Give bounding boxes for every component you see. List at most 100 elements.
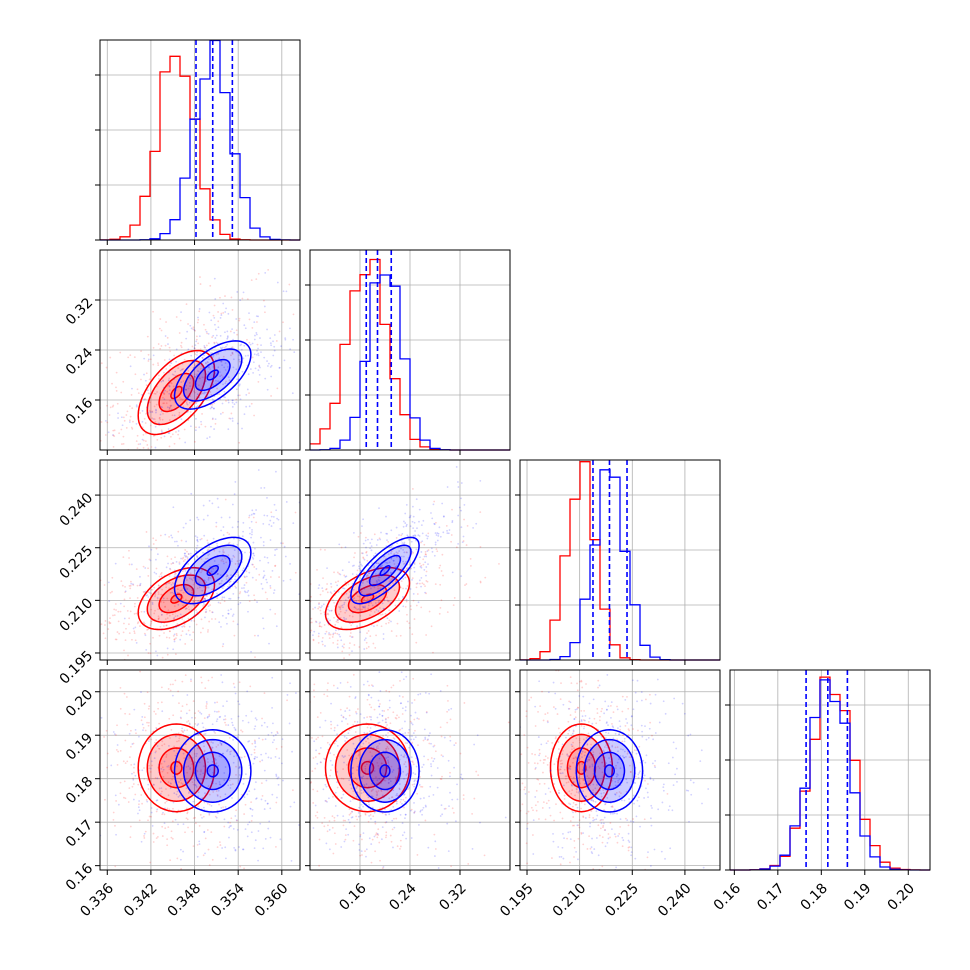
red-point-1-0-353	[145, 384, 148, 386]
red-point-3-2-308	[611, 744, 614, 747]
blue-point-3-1-231	[400, 798, 403, 801]
red-point-1-0-262	[168, 346, 171, 349]
red-point-3-2-144	[532, 809, 534, 812]
blue-point-3-1-112	[430, 774, 433, 777]
blue-point-2-0-164	[215, 521, 218, 524]
blue-point-1-0-303	[300, 285, 302, 287]
red-point-3-2-71	[582, 779, 585, 781]
red-point-1-0-189	[238, 441, 241, 444]
blue-point-2-0-252	[225, 578, 228, 581]
blue-point-2-0-73	[266, 496, 268, 499]
blue-point-3-2-108	[585, 769, 588, 772]
red-point-2-1-102	[367, 630, 370, 632]
red-point-3-2-261	[536, 778, 539, 781]
red-point-3-1-48	[292, 744, 294, 746]
blue-point-2-0-26	[180, 594, 183, 597]
red-point-3-0-206	[170, 830, 173, 833]
blue-point-3-2-156	[581, 750, 584, 753]
red-point-3-0-224	[147, 721, 150, 724]
red-point-2-0-49	[142, 565, 145, 568]
red-point-1-0-70	[185, 402, 188, 405]
blue-point-1-0-355	[193, 347, 196, 350]
blue-point-2-1-205	[406, 551, 408, 554]
red-point-2-1-233	[310, 621, 313, 624]
red-point-1-0-309	[80, 469, 82, 471]
red-point-2-1-327	[439, 583, 442, 586]
blue-point-3-1-347	[441, 813, 444, 816]
blue-point-2-1-200	[340, 639, 343, 642]
blue-point-1-0-56	[273, 349, 276, 352]
red-point-2-1-307	[374, 646, 377, 649]
red-point-3-2-154	[578, 739, 581, 742]
blue-point-2-1-305	[363, 587, 366, 590]
blue-point-3-0-339	[163, 822, 166, 825]
red-point-2-1-367	[416, 593, 419, 595]
red-point-3-2-283	[589, 847, 592, 850]
blue-point-1-0-274	[208, 366, 211, 368]
blue-point-3-2-9	[626, 781, 629, 784]
red-point-3-0-108	[208, 713, 211, 716]
red-point-2-1-236	[314, 620, 317, 623]
blue-point-2-0-27	[198, 586, 201, 589]
blue-point-2-0-52	[262, 617, 264, 620]
blue-point-3-1-147	[371, 782, 373, 785]
blue-point-3-0-209	[198, 761, 201, 764]
red-point-1-0-296	[149, 424, 152, 427]
red-point-2-1-35	[393, 589, 396, 592]
blue-point-1-0-210	[311, 328, 313, 330]
red-point-2-0-85	[123, 605, 126, 608]
red-point-1-0-35	[111, 382, 113, 385]
red-point-1-0-345	[165, 402, 168, 405]
blue-point-1-0-158	[245, 393, 248, 396]
red-point-3-1-50	[376, 762, 379, 764]
red-point-3-0-131	[193, 752, 196, 755]
red-point-3-0-296	[205, 707, 208, 709]
red-point-3-1-62	[259, 817, 261, 819]
blue-point-2-0-230	[188, 577, 191, 580]
blue-point-3-1-180	[324, 799, 327, 802]
red-point-2-0-25	[153, 586, 156, 589]
red-point-3-0-164	[147, 724, 150, 727]
blue-point-2-1-267	[415, 539, 417, 542]
blue-point-2-0-82	[238, 559, 241, 562]
red-point-2-0-207	[202, 627, 204, 630]
red-point-3-0-314	[194, 822, 197, 825]
blue-point-2-1-123	[457, 486, 460, 488]
red-point-2-1-348	[320, 683, 322, 685]
blue-point-2-1-165	[436, 532, 439, 534]
blue-point-3-0-139	[269, 807, 272, 810]
blue-point-1-0-373	[170, 404, 173, 407]
blue-point-1-0-46	[121, 424, 124, 427]
red-point-2-0-222	[207, 576, 210, 579]
red-point-2-0-395	[135, 612, 138, 615]
blue-point-2-1-386	[458, 506, 461, 509]
blue-point-2-0-402	[175, 540, 178, 543]
red-point-1-0-291	[222, 311, 225, 314]
red-point-3-1-51	[379, 703, 381, 705]
blue-point-1-0-29	[154, 446, 157, 449]
blue-point-1-0-5	[170, 397, 173, 400]
red-point-2-1-283	[303, 625, 305, 627]
red-point-3-2-145	[580, 679, 583, 682]
blue-point-2-1-197	[327, 622, 330, 625]
red-point-2-1-247	[336, 639, 339, 642]
red-point-1-0-256	[257, 272, 260, 275]
blue-point-3-2-152	[582, 832, 584, 834]
blue-point-3-0-24	[211, 746, 213, 749]
blue-point-3-0-4	[290, 859, 293, 862]
red-point-1-0-89	[147, 360, 150, 362]
blue-point-3-0-115	[218, 755, 221, 757]
blue-point-3-0-385	[241, 719, 244, 722]
blue-point-1-0-313	[214, 328, 217, 331]
red-point-3-1-249	[330, 723, 333, 726]
blue-point-2-1-353	[401, 532, 404, 535]
red-point-1-0-85	[256, 321, 258, 323]
red-point-2-0-388	[206, 586, 208, 589]
red-point-1-0-374	[158, 464, 160, 466]
red-point-3-1-167	[440, 754, 443, 757]
blue-point-2-1-0	[324, 613, 327, 616]
red-point-2-1-343	[365, 550, 368, 553]
blue-point-1-0-151	[160, 380, 163, 383]
blue-point-3-1-260	[405, 837, 408, 840]
blue-point-1-0-83	[219, 334, 222, 337]
